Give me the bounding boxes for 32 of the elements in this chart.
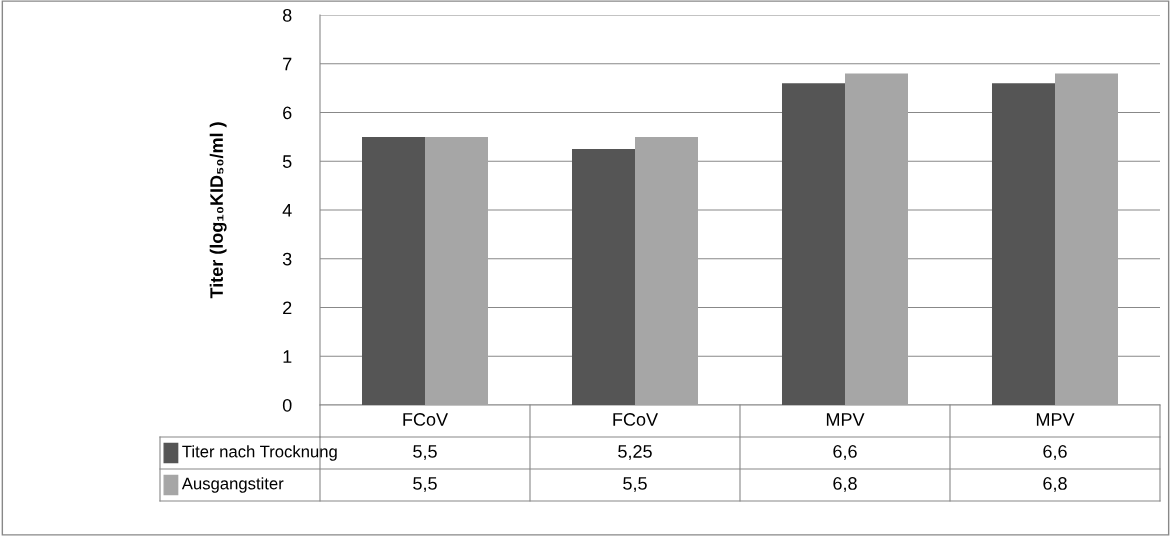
y-tick-label: 8 [282,8,292,22]
legend-label: Ausgangstiter [181,477,284,493]
bar [992,83,1055,405]
y-tick-label: 4 [282,204,292,217]
data-label: 6,6 [1043,445,1067,460]
data-label: 5,5 [413,445,437,460]
bar [572,149,635,405]
y-tick-label: 3 [282,252,292,266]
bar [845,73,908,405]
bar [425,136,488,405]
legend-label: Titer nach Trocknung [182,445,337,461]
data-label: 5,25 [618,445,652,460]
data-label: 6,8 [833,477,857,492]
y-tick-label: 5 [282,155,292,168]
bar [362,136,425,405]
data-label: 6,6 [833,445,857,460]
y-tick-label: 0 [282,398,292,412]
y-tick-label: 2 [283,301,292,315]
y-tick-label: 1 [283,350,292,363]
data-label: 5,5 [623,477,647,492]
y-tick-label: 7 [283,57,292,71]
y-tick-label: 6 [283,106,292,120]
y-axis-title: Titer (log₁₀KID₅₀/ml ) [209,122,227,299]
bar [1055,73,1118,405]
bar [635,136,698,405]
data-label: 6,8 [1043,477,1067,492]
x-tick-label: MPV [1036,413,1075,426]
data-label: 5,5 [413,477,437,492]
x-tick-label: FCoV [613,413,658,426]
x-tick-label: FCoV [403,413,448,426]
x-tick-label: MPV [826,413,865,426]
bar [782,83,845,405]
